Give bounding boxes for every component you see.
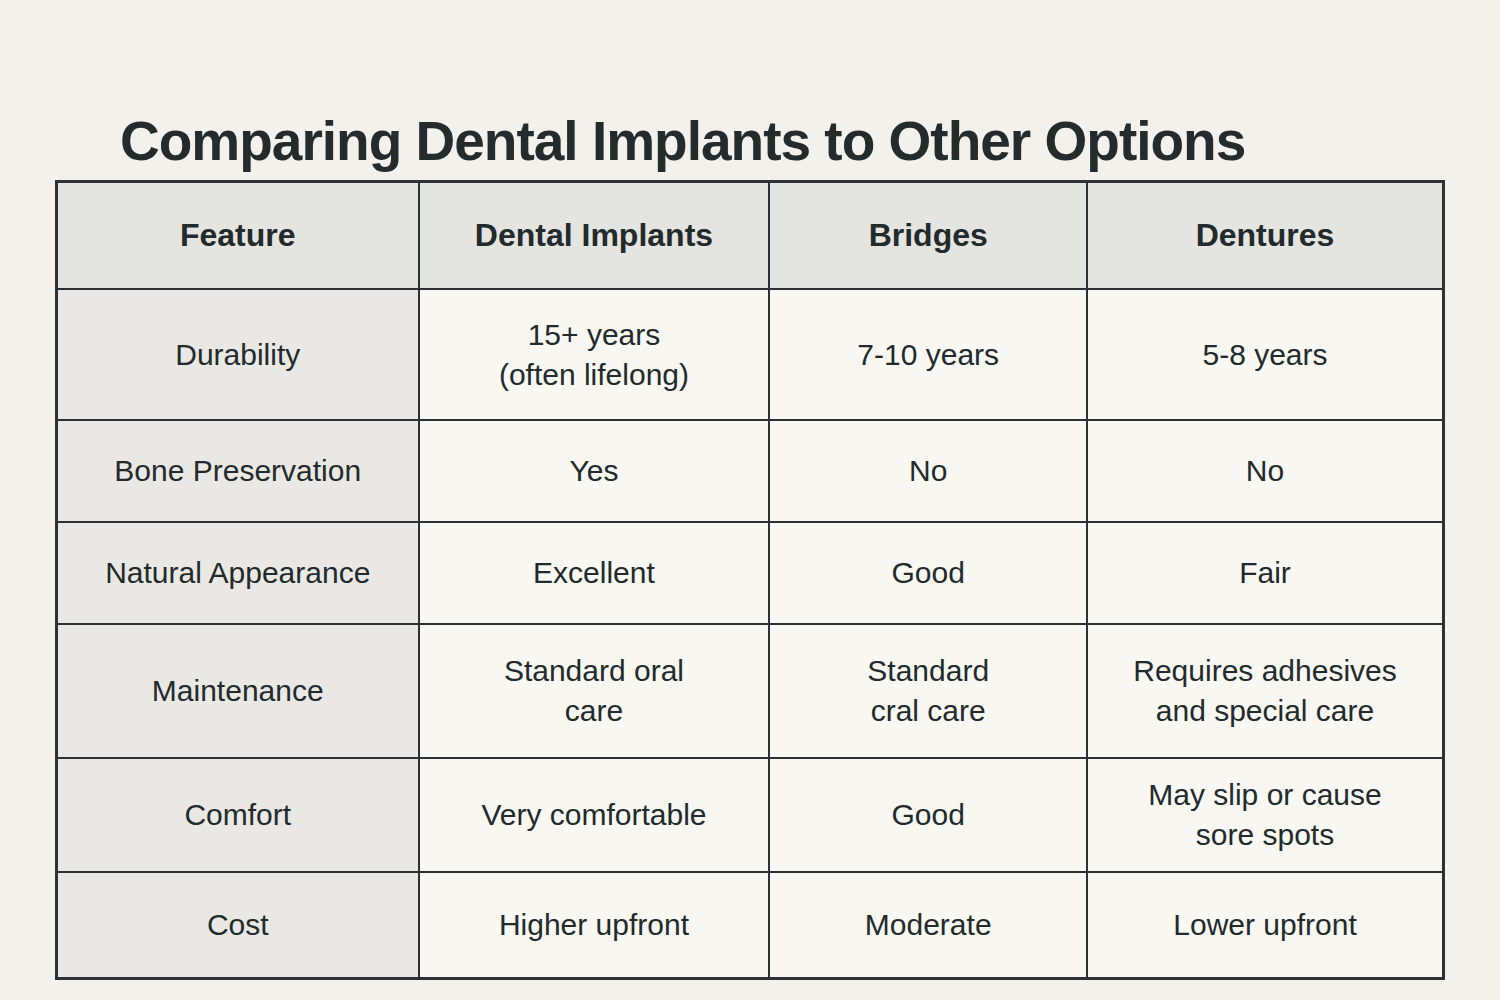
cell-durability-dentures: 5-8 years [1087,289,1443,420]
comparison-table: Feature Dental Implants Bridges Dentures… [55,180,1445,980]
row-label-bone-preservation: Bone Preservation [57,420,419,522]
table-header-row: Feature Dental Implants Bridges Dentures [57,182,1444,290]
cell-bone-preservation-dentures: No [1087,420,1443,522]
cell-cost-dentures: Lower upfront [1087,872,1443,979]
cell-natural-appearance-dentures: Fair [1087,522,1443,624]
row-label-natural-appearance: Natural Appearance [57,522,419,624]
cell-comfort-dentures: May slip or cause sore spots [1087,758,1443,872]
row-label-maintenance: Maintenance [57,624,419,758]
table-row-bone-preservation: Bone Preservation Yes No No [57,420,1444,522]
row-label-cost: Cost [57,872,419,979]
column-header-feature: Feature [57,182,419,290]
cell-cost-dental-implants: Higher upfront [419,872,770,979]
table-row-natural-appearance: Natural Appearance Excellent Good Fair [57,522,1444,624]
table-row-comfort: Comfort Very comfortable Good May slip o… [57,758,1444,872]
cell-bone-preservation-dental-implants: Yes [419,420,770,522]
table-row-durability: Durability 15+ years (often lifelong) 7-… [57,289,1444,420]
page-title: Comparing Dental Implants to Other Optio… [120,109,1245,173]
cell-bone-preservation-bridges: No [769,420,1087,522]
cell-maintenance-bridges: Standard cral care [769,624,1087,758]
infographic-canvas: Comparing Dental Implants to Other Optio… [0,0,1500,1000]
column-header-dental-implants: Dental Implants [419,182,770,290]
cell-maintenance-dental-implants: Standard oral care [419,624,770,758]
row-label-durability: Durability [57,289,419,420]
cell-natural-appearance-dental-implants: Excellent [419,522,770,624]
cell-natural-appearance-bridges: Good [769,522,1087,624]
column-header-dentures: Dentures [1087,182,1443,290]
cell-comfort-bridges: Good [769,758,1087,872]
table-row-maintenance: Maintenance Standard oral care Standard … [57,624,1444,758]
row-label-comfort: Comfort [57,758,419,872]
cell-cost-bridges: Moderate [769,872,1087,979]
cell-maintenance-dentures: Requires adhesives and special care [1087,624,1443,758]
cell-comfort-dental-implants: Very comfortable [419,758,770,872]
cell-durability-dental-implants: 15+ years (often lifelong) [419,289,770,420]
cell-durability-bridges: 7-10 years [769,289,1087,420]
column-header-bridges: Bridges [769,182,1087,290]
table-row-cost: Cost Higher upfront Moderate Lower upfro… [57,872,1444,979]
